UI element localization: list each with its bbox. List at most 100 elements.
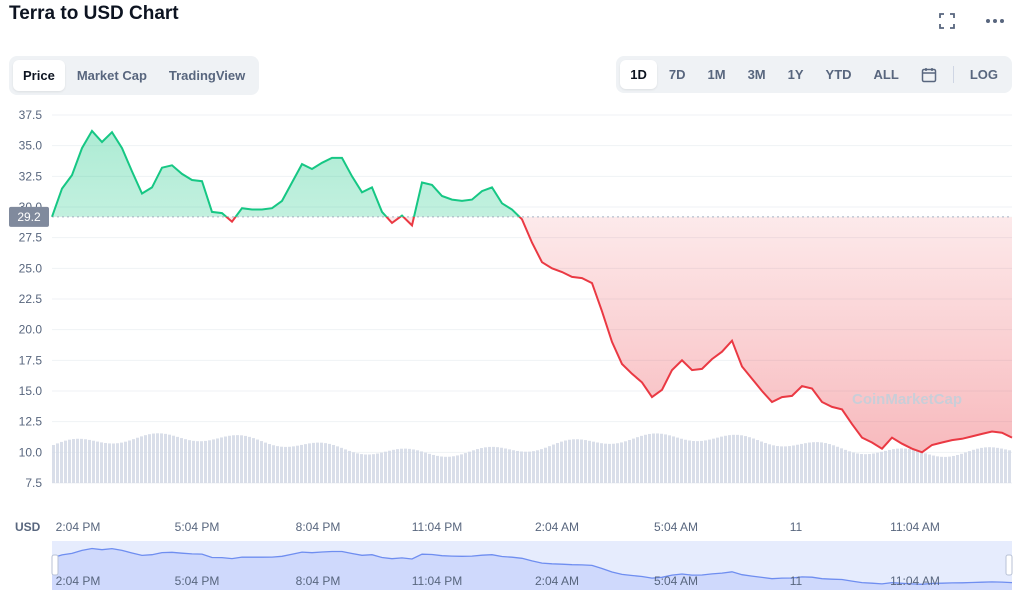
range-ytd[interactable]: YTD xyxy=(825,67,852,82)
volume-bar xyxy=(728,435,731,483)
volume-bar xyxy=(664,434,667,483)
volume-bar xyxy=(308,443,311,483)
volume-bar xyxy=(928,454,931,483)
volume-bar xyxy=(160,433,163,483)
tab-tradingview[interactable]: TradingView xyxy=(168,68,246,83)
range-all[interactable]: ALL xyxy=(873,67,899,82)
volume-bar xyxy=(816,442,819,483)
volume-bar xyxy=(84,439,87,483)
volume-bar xyxy=(876,452,879,483)
volume-bar xyxy=(904,448,907,483)
volume-bar xyxy=(644,434,647,483)
volume-bar xyxy=(980,447,983,483)
volume-bar xyxy=(660,433,663,483)
range-navigator[interactable]: 2:04 PM 5:04 PM 8:04 PM 11:04 PM 2:04 AM 5:04… xyxy=(51,541,1013,590)
volume-bar xyxy=(788,446,791,483)
volume-bar xyxy=(320,442,323,483)
volume-bar xyxy=(556,443,559,483)
navigator-line xyxy=(51,547,1013,585)
volume-bar xyxy=(240,435,243,483)
price-area xyxy=(52,130,1012,453)
volume-bar xyxy=(776,446,779,483)
x-tick-label: 11 xyxy=(790,520,803,534)
volume-bar xyxy=(792,445,795,483)
volume-bar xyxy=(416,450,419,483)
range-1y[interactable]: 1Y xyxy=(787,67,804,82)
navigator-handle-left[interactable] xyxy=(51,554,59,576)
volume-bar xyxy=(236,435,239,483)
volume-bar xyxy=(584,440,587,483)
calendar-icon[interactable] xyxy=(911,60,947,89)
volume-bar xyxy=(144,435,147,483)
x-tick-label: 2:04 PM xyxy=(56,520,101,534)
volume-bar xyxy=(672,436,675,483)
volume-bar xyxy=(612,443,615,483)
volume-bar xyxy=(536,450,539,483)
y-tick-label: 27.5 xyxy=(19,231,43,245)
volume-bar xyxy=(468,451,471,483)
volume-bar xyxy=(960,453,963,483)
volume-bar xyxy=(924,453,927,483)
tab-price[interactable]: Price xyxy=(13,60,65,91)
navigator-handle-right[interactable] xyxy=(1005,554,1013,576)
volume-bar xyxy=(868,453,871,483)
range-7d[interactable]: 7D xyxy=(668,67,686,82)
volume-bar xyxy=(732,434,735,483)
volume-bar xyxy=(952,455,955,483)
y-axis-ticks: 7.510.012.515.017.520.022.525.027.530.03… xyxy=(19,108,43,490)
volume-bar xyxy=(808,442,811,483)
navigator-tick-label: 2:04 PM xyxy=(56,574,101,588)
volume-bar xyxy=(120,442,123,483)
volume-bar xyxy=(756,440,759,483)
volume-bar xyxy=(932,455,935,483)
y-axis-unit: USD xyxy=(15,520,41,534)
volume-bar xyxy=(652,433,655,483)
volume-bar xyxy=(156,433,159,483)
volume-bar xyxy=(708,439,711,483)
x-tick-label: 5:04 AM xyxy=(654,520,698,534)
fullscreen-icon[interactable] xyxy=(936,10,958,32)
volume-bar xyxy=(212,439,215,483)
navigator-tick-label: 11:04 AM xyxy=(890,574,940,588)
volume-bar xyxy=(524,451,527,483)
log-toggle[interactable]: LOG xyxy=(969,67,998,82)
area-above-open xyxy=(52,130,1012,217)
svg-text:29.2: 29.2 xyxy=(17,210,41,224)
volume-bar xyxy=(528,451,531,483)
volume-bar xyxy=(92,440,95,483)
volume-bar xyxy=(580,439,583,483)
more-icon[interactable] xyxy=(984,10,1006,32)
range-tabs: 1D 7D 1M 3M 1Y YTD ALL LOG xyxy=(616,56,1012,93)
volume-bar xyxy=(376,453,379,483)
volume-bar xyxy=(668,435,671,483)
volume-bar xyxy=(432,454,435,483)
volume-bar xyxy=(884,450,887,483)
volume-bar xyxy=(344,449,347,483)
volume-bar xyxy=(72,439,75,483)
volume-bar xyxy=(196,441,199,483)
range-1m[interactable]: 1M xyxy=(707,67,726,82)
volume-bar xyxy=(880,451,883,483)
range-3m[interactable]: 3M xyxy=(747,67,766,82)
range-1d[interactable]: 1D xyxy=(620,60,657,89)
volume-bar xyxy=(844,449,847,483)
volume-bar xyxy=(716,437,719,483)
volume-bar xyxy=(968,451,971,483)
volume-bar xyxy=(800,443,803,483)
volume-bar xyxy=(848,451,851,483)
line-above-open xyxy=(51,129,521,217)
volume-bar xyxy=(324,443,327,483)
volume-bar xyxy=(920,452,923,483)
volume-bar xyxy=(268,444,271,483)
price-line xyxy=(51,129,1013,454)
volume-bar xyxy=(688,440,691,483)
y-tick-label: 22.5 xyxy=(19,292,43,306)
volume-bar xyxy=(512,450,515,483)
volume-bar xyxy=(940,456,943,483)
volume-bar xyxy=(540,449,543,483)
volume-bar xyxy=(500,447,503,483)
volume-bar xyxy=(476,449,479,483)
volume-bar xyxy=(628,440,631,483)
tab-market-cap[interactable]: Market Cap xyxy=(76,68,147,83)
